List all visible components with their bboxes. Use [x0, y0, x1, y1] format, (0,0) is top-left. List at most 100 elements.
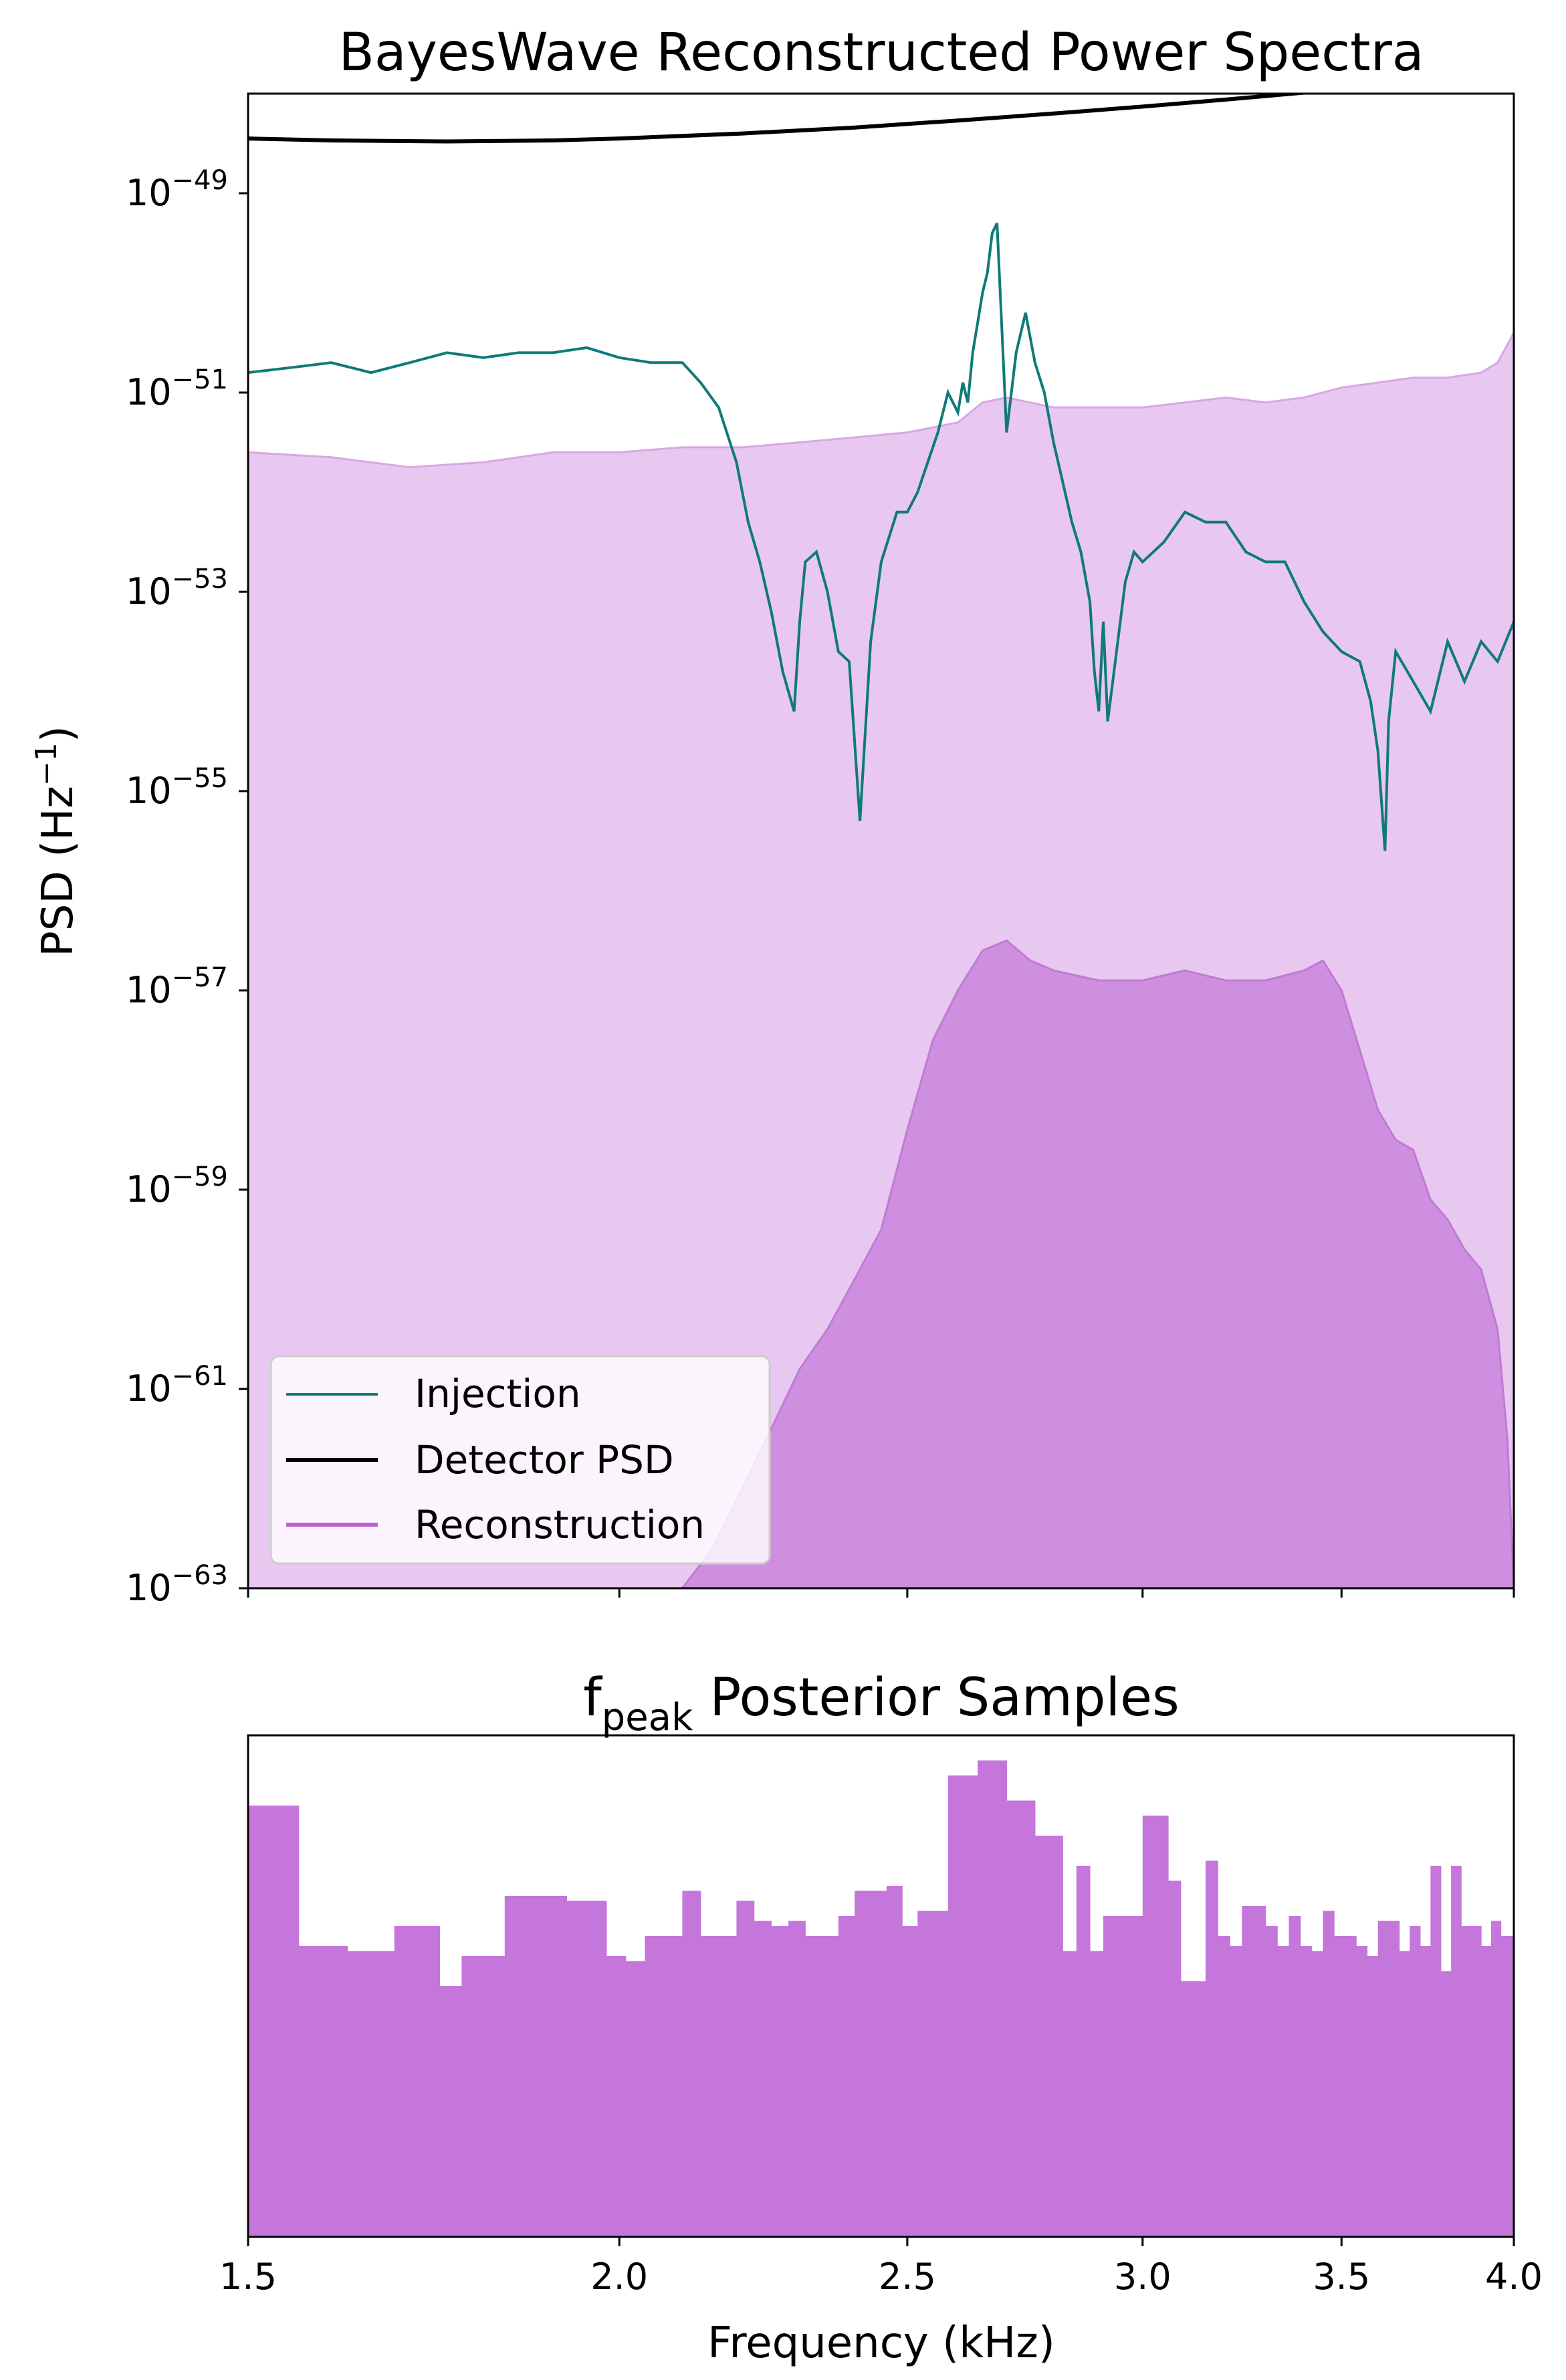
legend-injection-label: Injection	[415, 1371, 581, 1416]
histogram-bar	[606, 1956, 627, 2237]
histogram-bar	[1410, 1926, 1421, 2237]
histogram-bar	[417, 1926, 441, 2237]
histogram-bar	[978, 1760, 993, 2237]
psd-plot-area	[248, 94, 1514, 1588]
histogram-bar	[1020, 1800, 1036, 2237]
histogram-bar	[886, 1886, 903, 2237]
histogram-bar	[947, 1775, 964, 2237]
histogram-bar	[736, 1901, 755, 2237]
histogram-axes-frame	[247, 1734, 1515, 2238]
histogram-bar	[1451, 1866, 1462, 2237]
x-axis-label: Frequency (kHz)	[707, 2318, 1055, 2368]
histogram-bar	[1490, 1921, 1502, 2237]
histogram-bar	[1356, 1946, 1368, 2237]
histogram-bar	[1430, 1866, 1442, 2237]
psd-x-ticks	[247, 1588, 1515, 1598]
histogram-bar	[1180, 1981, 1194, 2237]
histogram-bar	[805, 1936, 822, 2237]
y-tick-label: 10−49	[126, 165, 228, 214]
legend-reconstruction-label: Reconstruction	[415, 1502, 705, 1547]
histogram-bar	[1103, 1916, 1117, 2237]
y-tick-label: 10−57	[126, 962, 228, 1011]
histogram-bar	[1168, 1880, 1182, 2237]
histogram-bar	[992, 1760, 1008, 2237]
histogram-bar	[902, 1926, 918, 2237]
histogram-bar	[1254, 1906, 1266, 2237]
histogram-bar	[1048, 1836, 1063, 2237]
histogram-bar	[370, 1951, 395, 2237]
legend-box	[269, 1355, 771, 1565]
histogram-bar	[1345, 1936, 1357, 2237]
histogram-bar	[1461, 1926, 1472, 2237]
y-tick-label: 10−55	[126, 763, 228, 812]
histogram-bar	[323, 1946, 348, 2237]
y-tick-label: 10−53	[126, 564, 228, 613]
histogram-bar	[1242, 1906, 1254, 2237]
histogram-bar	[1500, 1936, 1514, 2237]
legend-detector-label: Detector PSD	[415, 1437, 674, 1483]
histogram-bar	[1129, 1916, 1143, 2237]
histogram-bar	[1090, 1951, 1104, 2237]
histogram-bar	[1006, 1800, 1022, 2237]
histogram-bar	[1399, 1951, 1410, 2237]
histogram-bar	[788, 1921, 806, 2237]
histogram-bar	[963, 1775, 978, 2237]
histogram-bar	[700, 1936, 719, 2237]
histogram-bar	[1265, 1926, 1278, 2237]
histogram-bar	[461, 1956, 484, 2237]
fpeak-histogram: fpeak Posterior Samples 1.5 2.0 2.5 3.0 3.5 4…	[219, 1668, 1543, 2368]
histogram-bar	[1440, 1971, 1452, 2237]
histogram-bar	[625, 1961, 646, 2237]
histogram-bar	[1155, 1816, 1169, 2237]
histogram-bar	[1193, 1981, 1206, 2237]
histogram-bar	[1420, 1946, 1431, 2237]
x-tick-label: 4.0	[1485, 2256, 1543, 2298]
reconstruction-50-band	[681, 939, 1514, 1588]
histogram-bar	[1481, 1946, 1492, 2237]
histogram-bar	[526, 1896, 547, 2237]
histogram-bar	[1388, 1921, 1400, 2237]
psd-chart-title: BayesWave Reconstructed Power Spectra	[338, 23, 1424, 83]
histogram-bar	[504, 1896, 526, 2237]
histogram-x-ticks: 1.5 2.0 2.5 3.0 3.5 4.0	[219, 2237, 1543, 2298]
histogram-bar	[273, 1806, 300, 2237]
histogram-bar	[1471, 1926, 1482, 2237]
histogram-bar	[439, 1986, 463, 2237]
histogram-bar	[1076, 1866, 1091, 2237]
histogram-bar	[645, 1936, 665, 2237]
histogram-bar	[394, 1926, 418, 2237]
histogram-bar	[1034, 1836, 1050, 2237]
histogram-bar	[1289, 1916, 1301, 2237]
histogram-bar	[682, 1890, 701, 2237]
y-tick-label: 10−61	[126, 1361, 228, 1410]
y-tick-label: 10−51	[126, 364, 228, 413]
y-tick-label: 10−63	[126, 1560, 228, 1609]
injection-line	[248, 222, 1514, 851]
legend: Injection Detector PSD Reconstruction	[269, 1355, 771, 1565]
x-tick-label: 3.5	[1313, 2256, 1370, 2298]
histogram-bar	[483, 1956, 506, 2237]
x-tick-label: 2.5	[879, 2256, 936, 2298]
histogram-bar	[1300, 1946, 1313, 2237]
histogram-bar	[347, 1951, 372, 2237]
histogram-bar	[248, 1806, 274, 2237]
histogram-bar	[1367, 1956, 1379, 2237]
histogram-bar	[855, 1890, 871, 2237]
histogram-bar	[822, 1936, 839, 2237]
histogram-bar	[546, 1896, 567, 2237]
histogram-bar	[586, 1901, 607, 2237]
histogram-bar	[917, 1911, 933, 2237]
x-tick-label: 2.0	[590, 2256, 648, 2298]
histogram-bar	[1116, 1916, 1130, 2237]
histogram-bar	[871, 1890, 887, 2237]
histogram-bar	[933, 1911, 949, 2237]
histogram-bar	[1334, 1936, 1346, 2237]
x-tick-label: 3.0	[1114, 2256, 1171, 2298]
psd-chart: BayesWave Reconstructed Power Spectra 10…	[29, 23, 1515, 1609]
psd-axes-frame	[247, 92, 1515, 1590]
histogram-bars	[248, 1760, 1514, 2237]
histogram-bar	[1277, 1946, 1290, 2237]
histogram-title: fpeak Posterior Samples	[583, 1668, 1180, 1739]
histogram-bar	[754, 1921, 772, 2237]
